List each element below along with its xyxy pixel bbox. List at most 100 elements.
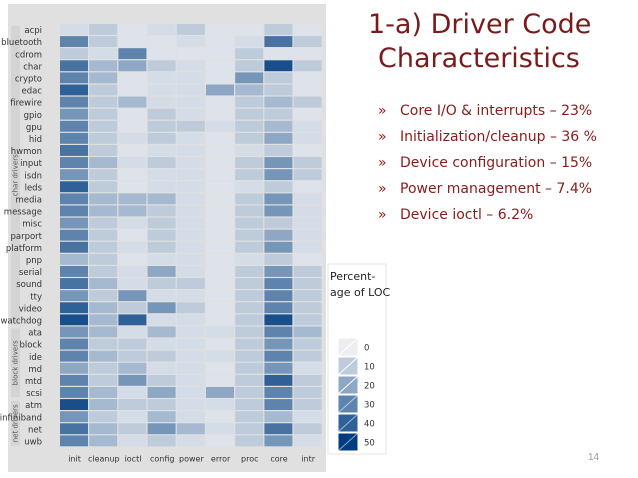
legend-title-line2: age of LOC (330, 286, 390, 299)
heatmap-cell (118, 350, 147, 362)
row-group-band (11, 401, 20, 446)
heatmap-cell (89, 278, 118, 289)
heatmap-cell (264, 314, 293, 326)
heatmap-cell (176, 48, 205, 60)
heatmap-cell (206, 205, 234, 217)
heatmap-cell (60, 217, 88, 229)
heatmap-cell (118, 181, 147, 193)
heatmap-cell (89, 108, 118, 120)
heatmap-cell (206, 278, 234, 289)
heatmap-cell (264, 387, 293, 398)
heatmap-cell (147, 399, 176, 410)
heatmap-cell (264, 350, 293, 362)
heatmap-cell (235, 290, 264, 302)
heatmap-cell (118, 145, 147, 156)
row-label: hid (29, 135, 42, 145)
heatmap-cell (293, 84, 322, 96)
legend-tick-label: 30 (364, 401, 375, 411)
heatmap-cell (235, 84, 264, 96)
heatmap-cell (89, 326, 118, 338)
heatmap-cell (89, 399, 118, 410)
heatmap-cell (235, 48, 264, 60)
heatmap-cell (264, 399, 293, 410)
heatmap-cell (235, 423, 264, 435)
heatmap-cell (264, 24, 293, 35)
heatmap-cell (293, 290, 322, 302)
legend-swatch-diagonal (337, 375, 359, 395)
heatmap-cell (118, 217, 147, 229)
heatmap-cell (264, 326, 293, 338)
heatmap-cell (264, 278, 293, 289)
slide-title-line2: Characteristics (378, 43, 580, 74)
heatmap-cell (206, 253, 234, 265)
heatmap-cell (147, 435, 176, 447)
heatmap-cell (118, 338, 147, 350)
heatmap-cell (235, 314, 264, 326)
heatmap-cell (235, 411, 264, 423)
heatmap-cell (89, 241, 118, 253)
row-label: sound (16, 280, 42, 290)
heatmap-cell (60, 338, 88, 350)
heatmap-cell (176, 266, 205, 277)
bullet-item: » Device ioctl – 6.2% (378, 207, 534, 223)
row-label: watchdog (0, 316, 42, 326)
heatmap-cell (147, 157, 176, 168)
heatmap-cell (235, 302, 264, 314)
heatmap-cell (60, 423, 88, 435)
heatmap-cell (176, 24, 205, 35)
heatmap-cell (264, 435, 293, 447)
heatmap-cell (89, 217, 118, 229)
heatmap-cell (235, 278, 264, 289)
heatmap-cell (264, 120, 293, 132)
heatmap-cell (235, 374, 264, 386)
row-label: bluetooth (1, 38, 42, 48)
heatmap-cell (293, 120, 322, 132)
heatmap-cell (60, 411, 88, 423)
heatmap-cell (206, 411, 234, 423)
heatmap-cell (176, 314, 205, 326)
heatmap-cell (118, 48, 147, 60)
heatmap-cell (264, 48, 293, 60)
heatmap-cell (60, 266, 88, 277)
heatmap-cell (118, 72, 147, 84)
column-label: core (270, 455, 287, 464)
row-label: char (23, 62, 42, 72)
row-label: media (16, 195, 42, 205)
heatmap-cell (176, 217, 205, 229)
bullet-item: » Core I/O & interrupts – 23% (378, 103, 593, 119)
heatmap-cell (89, 120, 118, 132)
heatmap-cell (176, 229, 205, 241)
row-label: firewire (10, 99, 42, 109)
heatmap-cell (293, 145, 322, 156)
heatmap-cell (118, 302, 147, 314)
heatmap-cell (264, 302, 293, 314)
heatmap-cell (89, 338, 118, 350)
row-label: cdrom (15, 50, 42, 60)
heatmap-cell (118, 229, 147, 241)
heatmap-cell (206, 84, 234, 96)
row-label: gpu (26, 123, 42, 133)
heatmap-cell (60, 253, 88, 265)
legend-swatch-diagonal (337, 413, 359, 433)
heatmap-cell (206, 435, 234, 447)
heatmap-cell (235, 36, 264, 47)
heatmap-cell (264, 217, 293, 229)
heatmap-cell (118, 253, 147, 265)
heatmap-cell (264, 253, 293, 265)
bullet-item: » Initialization/cleanup – 36 % (378, 129, 597, 145)
heatmap-cell (147, 108, 176, 120)
heatmap-cell (206, 423, 234, 435)
heatmap-cell (118, 314, 147, 326)
row-label: md (28, 365, 42, 375)
heatmap-cell (235, 205, 264, 217)
row-group-label: net drivers (12, 404, 20, 442)
heatmap-cell (147, 205, 176, 217)
heatmap-cell (293, 302, 322, 314)
heatmap-cell (89, 72, 118, 84)
heatmap-cell (264, 96, 293, 108)
heatmap-cell (293, 338, 322, 350)
heatmap-cell (206, 48, 234, 60)
heatmap-cell (176, 302, 205, 314)
heatmap-cell (293, 350, 322, 362)
